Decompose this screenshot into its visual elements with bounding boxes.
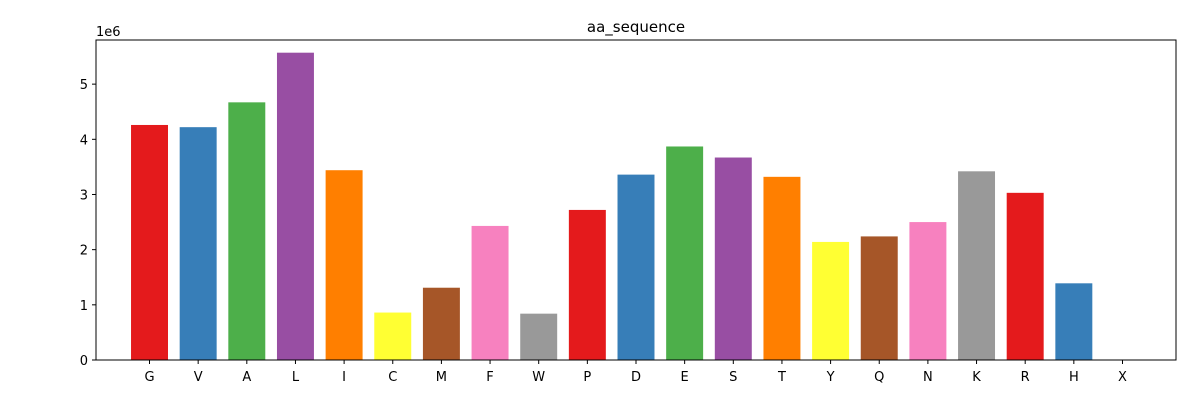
x-tick-label-K: K [972, 370, 981, 385]
x-tick-label-T: T [777, 370, 786, 385]
bar-P [568, 209, 606, 360]
plot-frame [95, 39, 1177, 361]
chart-title: aa_sequence [587, 18, 685, 37]
bar-K [958, 171, 996, 360]
bar-V [179, 127, 217, 360]
y-tick-label-0: 0 [80, 354, 88, 369]
y-tick-label-4: 4 [80, 133, 88, 148]
x-tick-label-V: V [194, 370, 203, 385]
y-tick-label-1: 1 [80, 299, 88, 314]
y-tick-label-5: 5 [80, 78, 88, 93]
bar-M [422, 287, 460, 360]
bar-W [520, 313, 558, 360]
bar-Q [860, 236, 898, 360]
bar-H [1055, 283, 1093, 360]
x-tick-label-F: F [486, 370, 493, 385]
x-tick-label-D: D [631, 370, 641, 385]
x-tick-label-R: R [1021, 370, 1030, 385]
bar-L [276, 52, 314, 360]
x-tick-label-E: E [681, 370, 689, 385]
x-tick-label-L: L [292, 370, 300, 385]
x-tick-label-Q: Q [874, 370, 884, 385]
x-tick-label-W: W [532, 370, 545, 385]
bar-E [666, 146, 704, 360]
bar-R [1006, 192, 1044, 360]
x-tick-label-M: M [436, 370, 447, 385]
bar-C [374, 312, 412, 360]
y-axis-scale-label: 1e6 [96, 25, 121, 40]
bar-T [763, 176, 801, 360]
bar-N [909, 222, 947, 360]
bars-group [131, 52, 1093, 360]
x-tick-label-G: G [144, 370, 154, 385]
y-tick-label-2: 2 [80, 244, 88, 259]
y-axis: 0 1 2 3 4 5 [80, 78, 96, 369]
x-tick-label-S: S [729, 370, 737, 385]
bar-A [228, 102, 266, 360]
bar-D [617, 174, 655, 360]
bar-Y [812, 241, 850, 360]
x-tick-label-X: X [1118, 370, 1127, 385]
x-tick-label-A: A [242, 370, 251, 385]
x-tick-label-H: H [1069, 370, 1079, 385]
bar-F [471, 225, 509, 360]
x-tick-label-N: N [923, 370, 933, 385]
x-tick-label-C: C [388, 370, 397, 385]
bar-I [325, 170, 363, 360]
x-tick-label-Y: Y [826, 370, 835, 385]
y-tick-label-3: 3 [80, 188, 88, 203]
bar-S [714, 157, 752, 360]
x-tick-label-P: P [583, 370, 591, 385]
x-tick-label-I: I [342, 370, 346, 385]
bar-G [131, 124, 168, 360]
